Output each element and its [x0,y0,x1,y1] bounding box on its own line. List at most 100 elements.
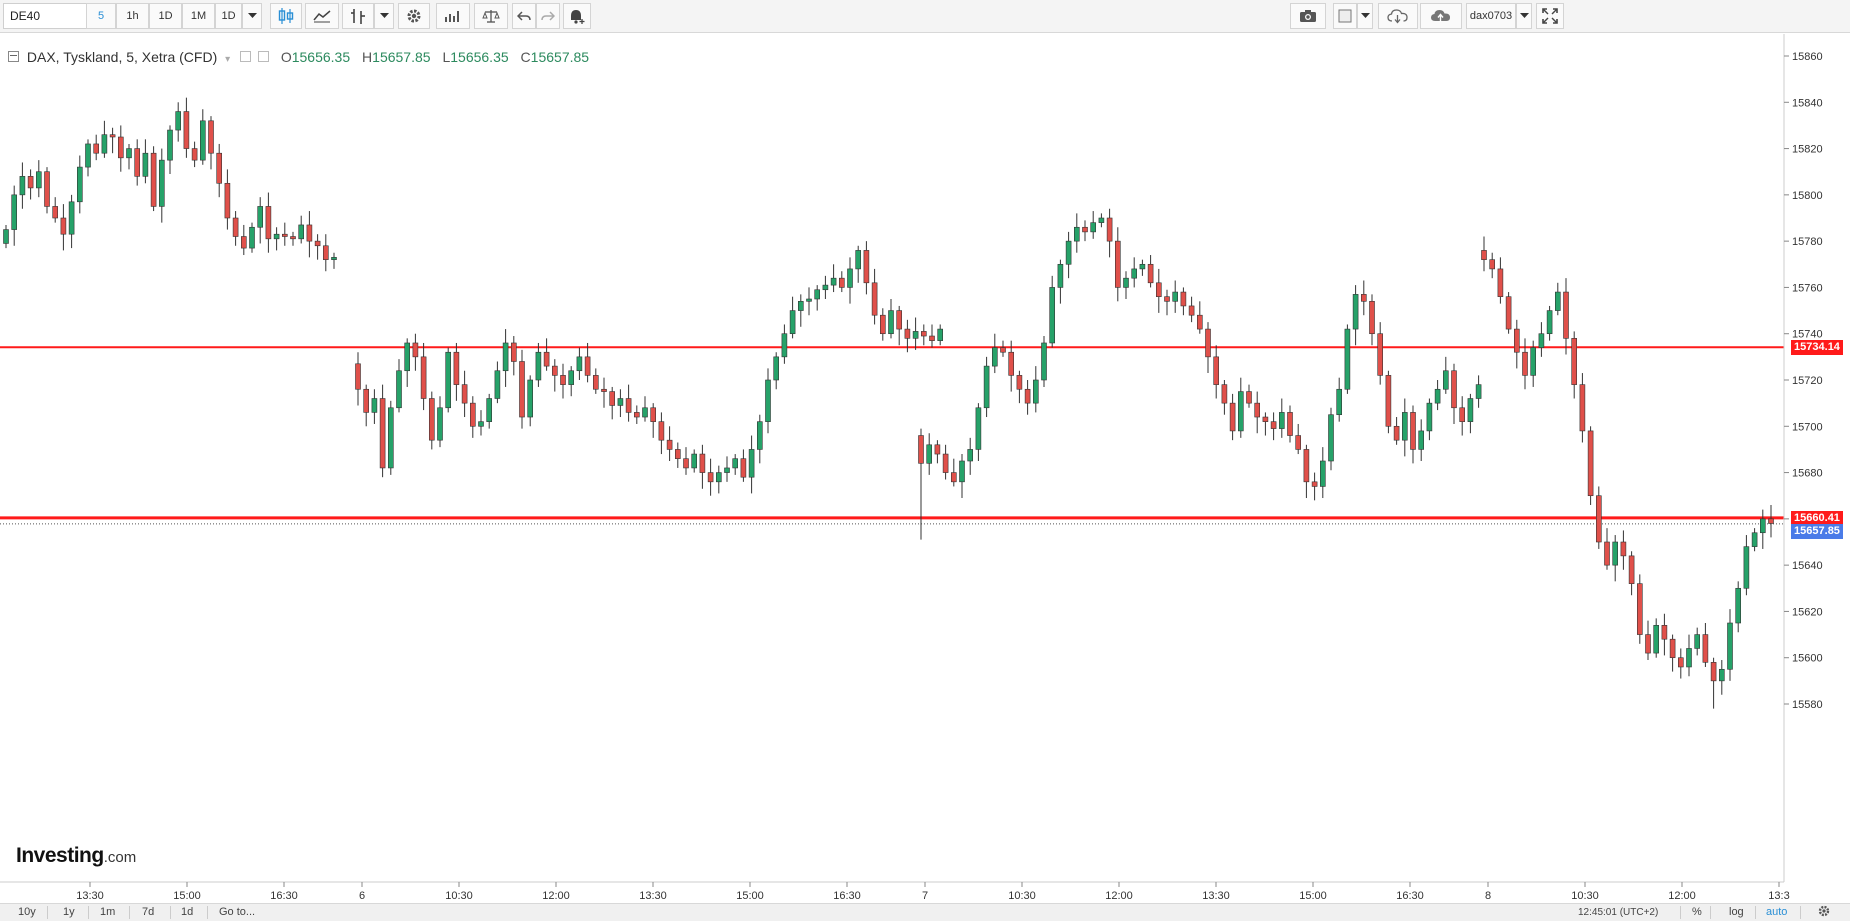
candle-down [560,375,566,385]
alert-button[interactable] [563,3,591,29]
candle-down [1287,412,1293,436]
candle-up [77,166,83,203]
compare-button[interactable] [436,3,470,29]
candle-up [3,229,9,244]
interval-1m-button[interactable]: 1M [182,3,215,29]
candle-down [232,217,239,237]
candle-up [691,453,698,469]
candle-down [1481,250,1487,260]
candle-up [11,194,17,230]
scale-button[interactable] [474,3,508,29]
divider [1800,906,1801,919]
chevron-down-icon [1360,13,1370,18]
symbol-input[interactable]: DE40 [3,3,101,29]
interval-1d-button[interactable]: 1D [149,3,182,29]
candle-down [118,136,124,159]
candle-up [855,250,862,270]
layout-button[interactable] [1333,3,1357,29]
legend-title[interactable]: DAX, Tyskland, 5, Xetra (CFD) [26,49,218,65]
price-axis[interactable]: 1558015600156201564015660156801570015720… [1784,51,1823,711]
candle-down [379,398,386,469]
load-layout-button[interactable] [1378,3,1418,29]
fullscreen-button[interactable] [1536,3,1564,29]
candle-down [1489,259,1495,270]
candle-up [142,152,149,177]
candle-down [1254,402,1260,418]
candle-up [830,277,837,286]
screenshot-button[interactable] [1290,3,1326,29]
legend-dropdown-icon[interactable]: ▾ [225,54,231,65]
chart-settings-button[interactable] [1814,905,1834,920]
candle-style-button[interactable] [270,3,302,29]
candle-down [1164,296,1170,302]
gear-icon [1818,905,1830,917]
time-axis[interactable]: 13:30 15:00 16:30 6 10:30 12:00 13:30 15:00 16:3… [76,882,1790,902]
candle-down [134,148,140,177]
x-tick-label: 10:30 [445,890,473,902]
candle-down [666,439,673,450]
candle-down [290,236,296,240]
range-1y-button[interactable]: 1y [63,906,75,918]
candle-down [44,171,50,207]
candle-up [126,148,132,159]
divider [88,906,89,919]
range-7d-button[interactable]: 7d [142,906,155,918]
candle-down [1587,430,1594,497]
auto-scale-button[interactable]: auto [1766,906,1788,918]
candle-up [1279,412,1285,429]
candle-down [609,391,616,406]
drawing-tools-button[interactable] [342,3,374,29]
log-scale-button[interactable]: log [1729,906,1744,918]
candle-up [1098,217,1105,223]
range-1d-button[interactable]: 1d [181,906,194,918]
candle-down [224,182,231,219]
interval-1d-alt-button[interactable]: 1D [215,3,242,29]
candle-up [535,351,542,381]
goto-button[interactable]: Go to... [219,906,256,918]
y-tick-label: 15860 [1792,51,1823,63]
candle-down [1669,638,1676,659]
user-dropdown-button[interactable] [1516,3,1532,29]
settings-button[interactable] [398,3,430,29]
candle-down [1205,328,1211,358]
interval-1h-button[interactable]: 1h [116,3,149,29]
fullscreen-icon [1542,8,1558,24]
save-layout-button[interactable] [1420,3,1462,29]
candle-up [617,398,624,406]
collapse-icon[interactable] [8,50,19,62]
percent-scale-button[interactable]: % [1692,906,1702,918]
candle-up [1041,342,1047,381]
candle-up [1336,388,1342,416]
interval-dropdown-button[interactable] [242,3,262,29]
drawing-dropdown-button[interactable] [374,3,394,29]
candle-up [502,342,509,372]
candle-up [19,176,26,196]
range-10y-button[interactable]: 10y [18,906,36,918]
indicators-button[interactable] [305,3,339,29]
y-tick-label: 15760 [1792,282,1823,294]
candle-up [568,370,575,385]
layout-dropdown-button[interactable] [1357,3,1373,29]
candle-down [551,365,558,376]
undo-button[interactable] [512,3,536,29]
legend-close-icon[interactable] [257,50,269,62]
divider [207,906,208,919]
candle-down [355,363,361,390]
candle-up [445,351,452,409]
redo-button[interactable] [536,3,560,29]
x-tick-label: 13:30 [1202,890,1230,902]
candle-down [1377,333,1383,376]
divider [1710,906,1711,919]
candle-up [847,268,853,288]
candle-down [896,310,903,330]
legend-settings-icon[interactable] [240,50,252,62]
candle-down [1295,435,1301,450]
y-tick-label: 15680 [1792,468,1823,480]
price-chart[interactable]: 1558015600156201564015660156801570015720… [0,34,1850,902]
range-1m-button[interactable]: 1m [100,906,116,918]
x-tick-label: 16:30 [270,890,298,902]
user-menu-button[interactable]: dax0703 [1466,3,1516,29]
candle-down [60,217,67,235]
candle-up [576,356,583,372]
interval-5-button[interactable]: 5 [86,3,116,29]
